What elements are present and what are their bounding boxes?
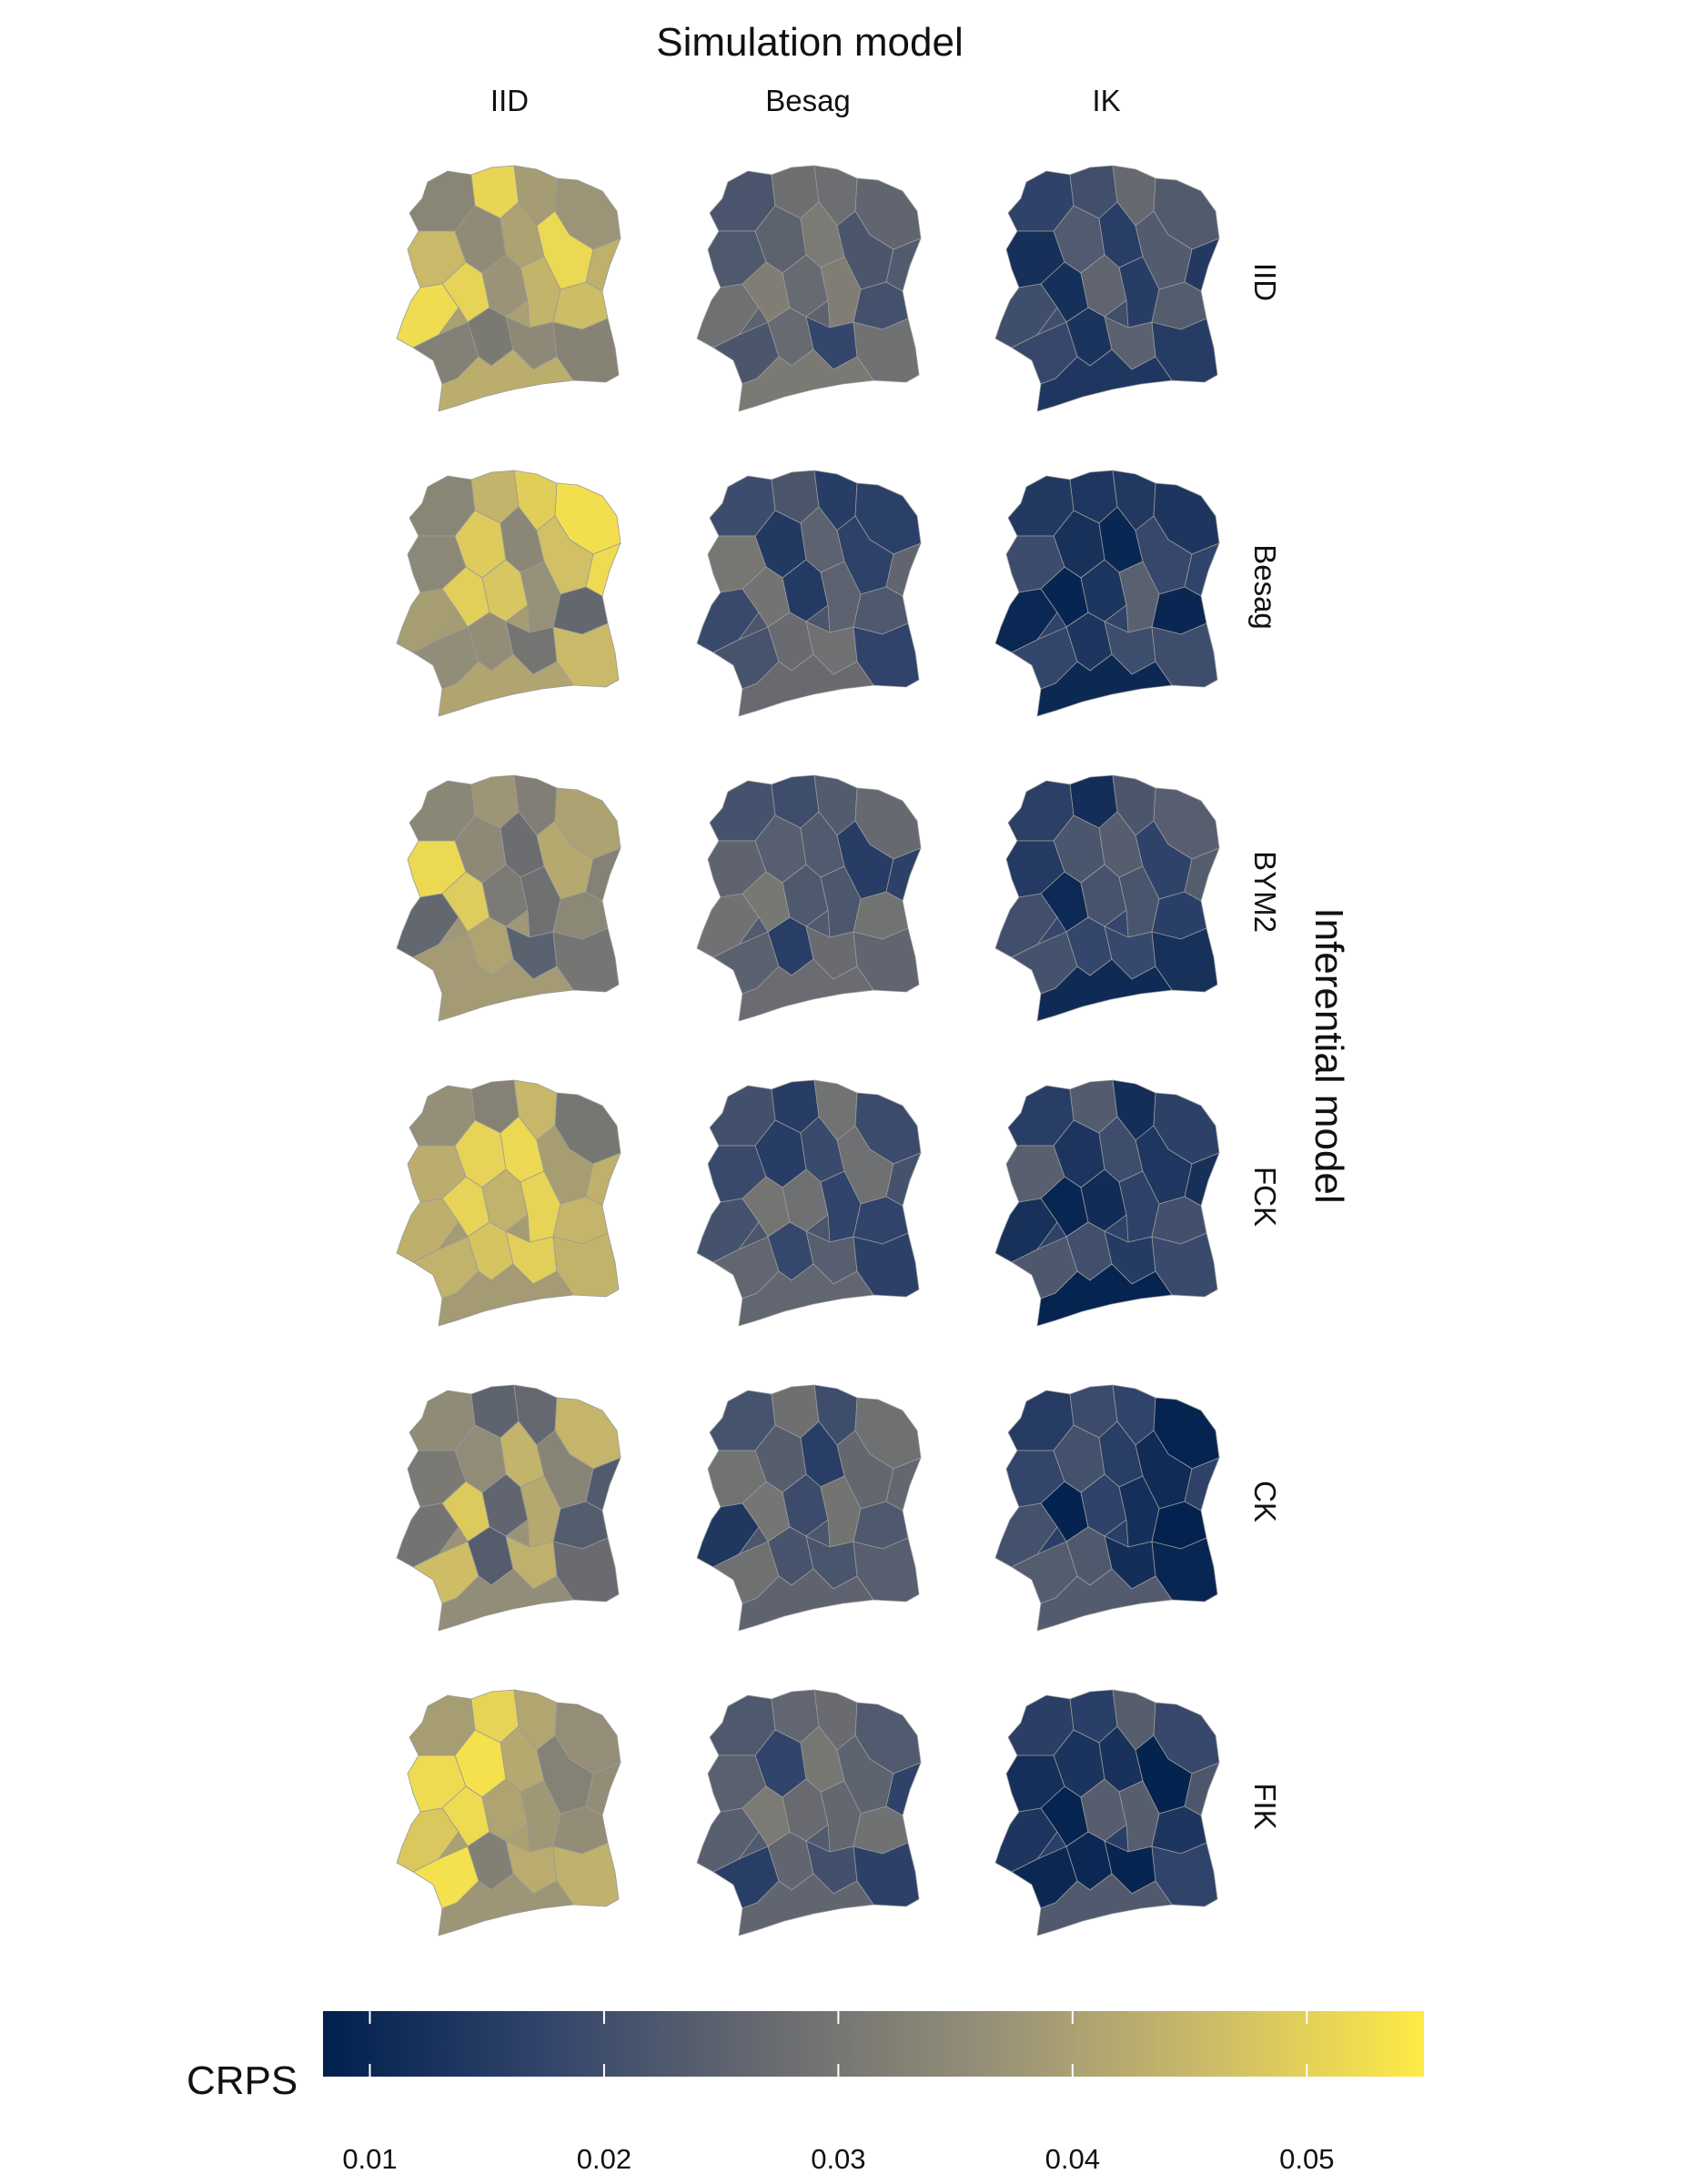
map-region: [738, 1568, 874, 1632]
row-label-bym2: BYM2: [1248, 851, 1282, 933]
row-label-fck: FCK: [1248, 1167, 1282, 1227]
row-label-iid: IID: [1248, 262, 1282, 302]
map-region: [1036, 1873, 1173, 1936]
inferential-model-title: Inferential model: [1307, 907, 1351, 1204]
map-panel-iid-ik: [994, 165, 1220, 412]
map-panel-ck-iid: [396, 1384, 621, 1632]
column-label-ik: IK: [1092, 84, 1121, 117]
map-region: [585, 1152, 621, 1207]
map-region: [1184, 542, 1220, 597]
map-region: [438, 1873, 574, 1936]
map-region: [1184, 1152, 1220, 1207]
map-panel-bym2-iid: [396, 774, 621, 1022]
map-region: [438, 1263, 574, 1327]
colorbar-tick-label: 0.01: [342, 2143, 398, 2175]
map-region: [585, 847, 621, 902]
map-region: [585, 542, 621, 597]
map-region: [438, 1568, 574, 1632]
map-panel-ck-besag: [696, 1384, 922, 1632]
map-region: [885, 238, 922, 292]
colorbar-gradient: [323, 2011, 1424, 2077]
map-region: [1036, 958, 1173, 1022]
map-region: [738, 1263, 874, 1327]
map-region: [738, 653, 874, 717]
row-label-ck: CK: [1248, 1481, 1282, 1522]
map-panel-fik-besag: [696, 1689, 922, 1936]
map-region: [738, 349, 874, 412]
map-region: [885, 1457, 922, 1512]
colorbar-tick-label: 0.04: [1045, 2143, 1100, 2175]
map-panel-besag-besag: [696, 470, 922, 717]
map-region: [885, 1762, 922, 1816]
map-panel-fik-ik: [994, 1689, 1220, 1936]
column-label-besag: Besag: [765, 84, 851, 117]
row-label-besag: Besag: [1248, 544, 1282, 630]
map-panel-bym2-besag: [696, 774, 922, 1022]
map-panel-fck-besag: [696, 1079, 922, 1327]
map-panel-besag-iid: [396, 470, 621, 717]
row-label-fik: FIK: [1248, 1783, 1282, 1830]
map-region: [438, 653, 574, 717]
colorbar-tick-label: 0.03: [811, 2143, 866, 2175]
map-region: [1036, 653, 1173, 717]
map-region: [1036, 1263, 1173, 1327]
map-panel-bym2-ik: [994, 774, 1220, 1022]
column-label-iid: IID: [490, 84, 530, 117]
map-region: [585, 1457, 621, 1512]
map-panel-fck-ik: [994, 1079, 1220, 1327]
map-region: [885, 847, 922, 902]
map-region: [1184, 238, 1220, 292]
simulation-model-title: Simulation model: [656, 20, 964, 65]
map-region: [1184, 1762, 1220, 1816]
map-region: [1184, 1457, 1220, 1512]
map-region: [885, 1152, 922, 1207]
map-panel-fik-iid: [396, 1689, 621, 1936]
map-region: [438, 958, 574, 1022]
map-panel-fck-iid: [396, 1079, 621, 1327]
colorbar-tick-label: 0.05: [1279, 2143, 1335, 2175]
map-region: [438, 349, 574, 412]
map-region: [738, 958, 874, 1022]
crps-colorbar: [323, 2011, 1424, 2077]
map-panel-ck-ik: [994, 1384, 1220, 1632]
map-panel-iid-besag: [696, 165, 922, 412]
map-region: [885, 542, 922, 597]
legend-title: CRPS: [187, 2058, 298, 2103]
map-region: [1036, 1568, 1173, 1632]
map-panel-besag-ik: [994, 470, 1220, 717]
map-region: [1036, 349, 1173, 412]
map-region: [738, 1873, 874, 1936]
map-region: [1184, 847, 1220, 902]
colorbar-tick-label: 0.02: [576, 2143, 632, 2175]
map-region: [585, 238, 621, 292]
map-region: [585, 1762, 621, 1816]
map-panel-iid-iid: [396, 165, 621, 412]
